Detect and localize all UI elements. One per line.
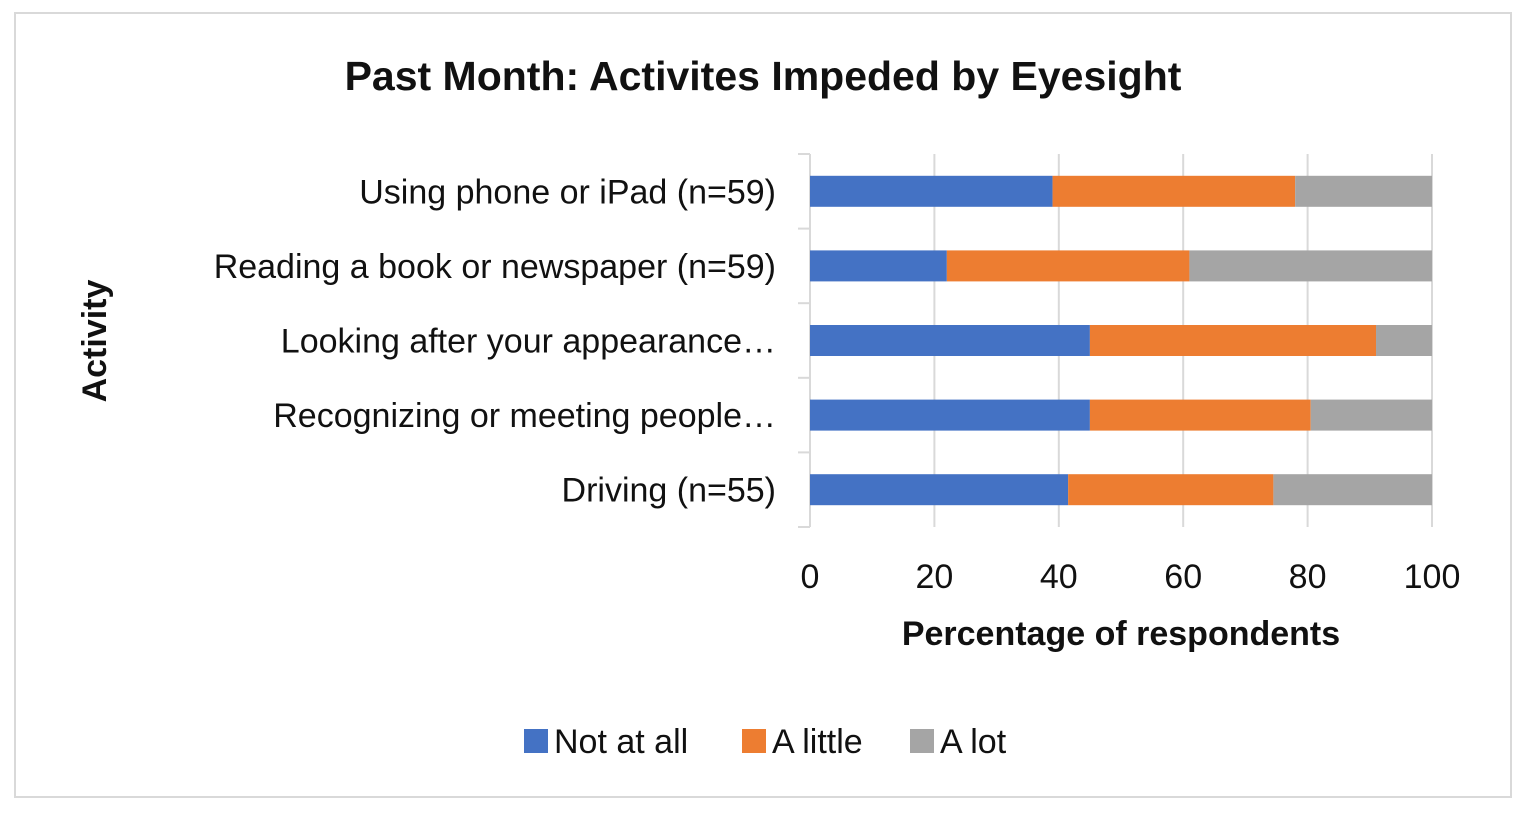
legend-label: Not at all	[554, 723, 688, 761]
bar-not-at-all-4	[810, 399, 1090, 431]
bar-not-at-all-1	[810, 175, 1053, 207]
bar-a-little-5	[1068, 474, 1274, 506]
legend-label: A lot	[940, 723, 1007, 761]
x-tick-label: 100	[1404, 558, 1461, 596]
y-axis-title: Activity	[76, 280, 114, 403]
bar-a-lot-2	[1189, 250, 1432, 282]
x-tick-label: 0	[801, 558, 820, 596]
legend-swatch-a-lot	[910, 729, 934, 753]
bar-a-lot-1	[1295, 175, 1432, 207]
legend-swatch-not-at-all	[524, 729, 548, 753]
x-axis-title: Percentage of respondents	[902, 615, 1340, 653]
x-tick-label: 40	[1040, 558, 1078, 596]
x-tick-label: 60	[1164, 558, 1202, 596]
category-labels: Using phone or iPad (n=59) Reading a book…	[214, 173, 776, 509]
bar-a-little-3	[1089, 325, 1377, 356]
category-label: Reading a book or newspaper (n=59)	[214, 248, 776, 286]
bar-a-lot-5	[1273, 474, 1432, 506]
bar-not-at-all-2	[810, 250, 947, 282]
x-tick-labels: 0 20 40 60 80 100	[801, 558, 1461, 596]
bar-a-little-4	[1089, 399, 1311, 431]
legend-label: A little	[772, 723, 863, 761]
category-label: Using phone or iPad (n=59)	[359, 173, 776, 211]
legend: Not at all A little A lot	[524, 723, 1007, 761]
bar-not-at-all-3	[810, 325, 1090, 356]
bar-a-lot-3	[1376, 325, 1432, 356]
bars	[810, 175, 1432, 506]
bar-a-little-1	[1052, 175, 1296, 207]
legend-swatch-a-little	[742, 729, 766, 753]
bar-a-lot-4	[1310, 399, 1432, 431]
x-tick-label: 80	[1289, 558, 1327, 596]
category-label: Driving (n=55)	[562, 472, 776, 510]
y-axis	[798, 153, 811, 528]
x-tick-label: 20	[915, 558, 953, 596]
category-label: Recognizing or meeting people…	[273, 397, 776, 435]
category-label: Looking after your appearance…	[281, 323, 776, 361]
bar-not-at-all-5	[810, 474, 1069, 506]
chart-title: Past Month: Activites Impeded by Eyesigh…	[345, 53, 1182, 99]
bar-a-little-2	[946, 250, 1190, 282]
